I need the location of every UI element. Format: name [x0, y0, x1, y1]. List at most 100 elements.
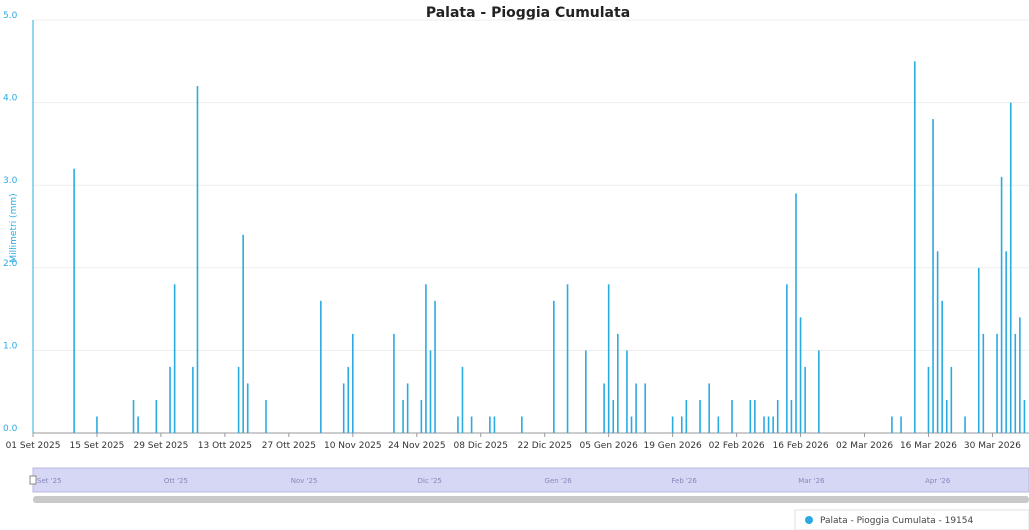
bar — [607, 284, 610, 433]
x-tick-label: 16 Mar 2026 — [900, 441, 957, 451]
y-tick-label: 4.0 — [3, 94, 18, 104]
bar — [767, 416, 770, 433]
navigator-label: Feb '26 — [671, 477, 697, 485]
bar — [429, 350, 432, 433]
bar — [155, 399, 158, 433]
bar — [521, 416, 523, 433]
bar — [342, 383, 345, 433]
legend-label: Palata - Pioggia Cumulata - 19154 — [820, 516, 973, 526]
bar — [795, 193, 797, 433]
x-tick-label: 13 Ott 2025 — [198, 441, 252, 451]
bar — [731, 399, 733, 433]
bar — [626, 350, 628, 433]
x-tick-label: 10 Nov 2025 — [324, 441, 382, 451]
navigator-label: Mar '26 — [798, 477, 825, 485]
bar — [927, 366, 930, 433]
bar — [763, 416, 765, 433]
y-tick-label: 1.0 — [3, 341, 18, 351]
y-axis-label: Millimetri (mm) — [9, 193, 19, 262]
bar — [132, 399, 135, 433]
bar — [699, 399, 701, 433]
bar — [1005, 251, 1007, 433]
bar — [635, 383, 637, 433]
bar — [246, 383, 249, 433]
bar — [73, 168, 75, 433]
x-tick-label: 15 Set 2025 — [70, 441, 125, 451]
x-tick-label: 02 Feb 2026 — [709, 441, 765, 451]
x-tick-label: 24 Nov 2025 — [388, 441, 446, 451]
bar — [603, 383, 605, 433]
navigator-handle[interactable] — [29, 475, 37, 485]
navigator-label: Dic '25 — [418, 477, 442, 485]
navigator-label: Nov '25 — [291, 477, 318, 485]
bar — [950, 366, 953, 433]
x-tick-label: 30 Mar 2026 — [964, 441, 1021, 451]
navigator-label: Gen '26 — [545, 477, 573, 485]
bar — [470, 416, 473, 433]
bar — [818, 350, 820, 433]
bar — [265, 399, 267, 433]
bar — [932, 119, 934, 434]
bar — [173, 284, 176, 433]
bar — [945, 399, 948, 433]
bar — [941, 300, 943, 433]
bar — [406, 383, 409, 433]
bar — [420, 399, 423, 433]
bar — [461, 366, 464, 433]
bar — [776, 399, 779, 433]
bar — [585, 350, 587, 433]
x-tick-label: 08 Dic 2025 — [454, 441, 508, 451]
bar — [320, 300, 322, 433]
bar — [685, 399, 688, 433]
bar — [425, 284, 427, 433]
bar — [242, 234, 244, 433]
y-tick-label: 2.0 — [3, 259, 18, 269]
bar — [553, 300, 555, 433]
y-tick-label: 3.0 — [3, 176, 18, 186]
legend — [794, 509, 1029, 530]
x-tick-label: 22 Dic 2025 — [517, 441, 571, 451]
bar — [790, 399, 793, 433]
bar — [347, 366, 350, 433]
bar — [708, 383, 710, 433]
chart-title: Palata - Pioggia Cumulata — [426, 5, 630, 21]
x-tick-label: 05 Gen 2026 — [580, 441, 639, 451]
bar — [772, 416, 774, 433]
bar — [137, 416, 139, 433]
bar — [196, 86, 199, 433]
navigator-label: Apr '26 — [925, 477, 951, 485]
y-tick-label: 0.0 — [3, 424, 18, 434]
navigator-label: Set '25 — [37, 477, 62, 485]
bar — [617, 333, 619, 433]
legend-marker — [805, 516, 813, 524]
bar — [786, 284, 788, 433]
bar — [891, 416, 893, 433]
bar — [237, 366, 240, 433]
bar — [717, 416, 720, 433]
x-tick-label: 01 Set 2025 — [6, 441, 61, 451]
bar — [393, 333, 395, 433]
x-tick-label: 29 Set 2025 — [133, 441, 188, 451]
bar — [680, 416, 683, 433]
x-tick-label: 27 Ott 2025 — [262, 441, 316, 451]
bar — [982, 333, 985, 433]
bar — [192, 366, 194, 433]
bar — [900, 416, 902, 433]
bar — [977, 267, 980, 433]
bar — [754, 399, 756, 433]
bar — [644, 383, 647, 433]
bar — [996, 333, 998, 433]
bar — [749, 399, 752, 433]
bar — [493, 416, 496, 433]
scrollbar[interactable] — [33, 496, 1029, 503]
bar — [1009, 102, 1012, 433]
bar — [630, 416, 633, 433]
bar — [964, 416, 966, 433]
bar — [1019, 317, 1021, 433]
bar — [804, 366, 806, 433]
bar — [96, 416, 98, 433]
bar — [1014, 333, 1017, 433]
bar — [799, 317, 802, 433]
navigator-label: Ott '25 — [164, 477, 188, 485]
